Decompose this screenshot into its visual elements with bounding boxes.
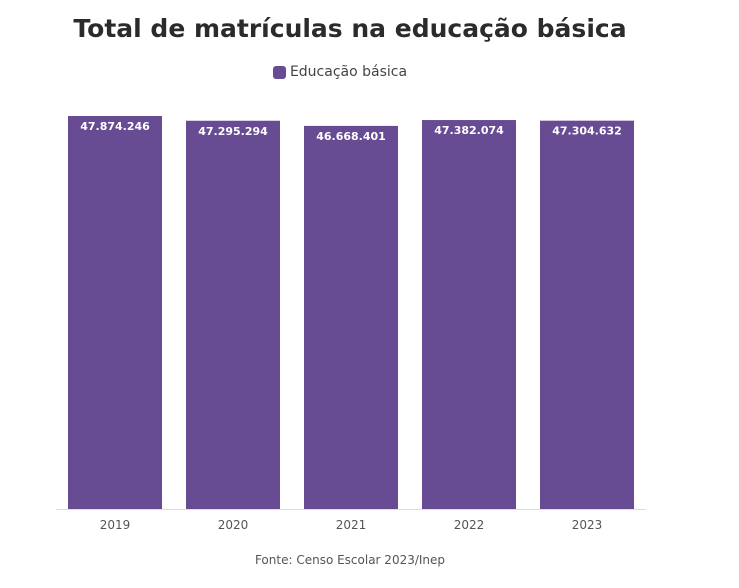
data-label-2023: 47.304.632 bbox=[552, 125, 622, 138]
data-label-2020: 47.295.294 bbox=[198, 125, 268, 138]
data-label-2022: 47.382.074 bbox=[434, 124, 504, 137]
x-tick-label-2021: 2021 bbox=[336, 518, 367, 532]
legend: Educação básica bbox=[0, 64, 680, 80]
bar-2021 bbox=[304, 125, 398, 509]
bar-2019 bbox=[68, 116, 162, 509]
legend-label: Educação básica bbox=[289, 64, 408, 80]
data-label-2019: 47.874.246 bbox=[80, 120, 150, 133]
x-tick-label-2019: 2019 bbox=[100, 518, 131, 532]
bar-2023 bbox=[540, 120, 634, 509]
x-tick-label-2023: 2023 bbox=[572, 518, 603, 532]
bar-2020 bbox=[186, 120, 280, 509]
legend-swatch bbox=[272, 65, 286, 79]
x-tick-label-2022: 2022 bbox=[454, 518, 485, 532]
data-label-2021: 46.668.401 bbox=[316, 130, 386, 143]
chart-title: Total de matrículas na educação básica bbox=[73, 14, 627, 43]
x-tick-label-2020: 2020 bbox=[218, 518, 249, 532]
source-note: Fonte: Censo Escolar 2023/Inep bbox=[254, 553, 446, 567]
bar-2022 bbox=[422, 120, 516, 509]
